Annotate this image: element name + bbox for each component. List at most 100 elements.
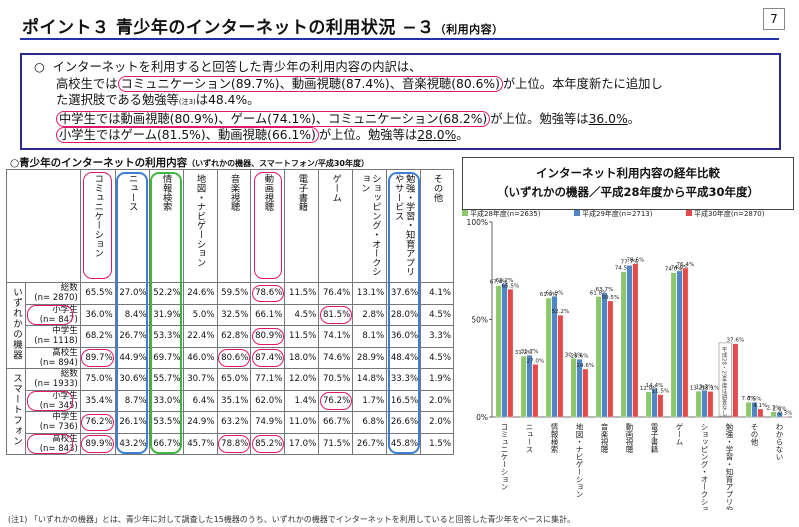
bar xyxy=(570,358,577,418)
table-row: 小学生 (n= 345) 35.4% 8.7% 33.0% 6.4% 35.1% 62.0% 1… xyxy=(7,389,454,412)
x-tick-label: ゲーム xyxy=(675,423,684,446)
table-cell: 30.7% xyxy=(182,368,218,391)
table-cell: 66.7% xyxy=(148,432,184,455)
bar xyxy=(657,394,664,418)
annotation-box xyxy=(718,342,732,417)
data-label: 4.1% xyxy=(753,403,767,409)
table-cell: 4.1% xyxy=(420,282,454,305)
table-cell: 24.6% xyxy=(182,282,218,305)
y-tick-label: 50% xyxy=(471,316,488,325)
table-cell: 74.9% xyxy=(250,411,286,434)
data-label: 13.2% xyxy=(690,385,708,391)
data-label: 30.1% xyxy=(565,352,583,358)
bar xyxy=(676,270,683,418)
data-label: 74.5% xyxy=(615,266,633,272)
column-header: 音楽視聴 xyxy=(216,169,252,283)
row-label: 小学生 (n= 847) xyxy=(25,303,81,326)
bar xyxy=(576,359,583,418)
data-label: 68.2% xyxy=(496,278,514,284)
table-cell: 89.9% xyxy=(79,432,116,455)
table-cell: 18.0% xyxy=(284,346,320,369)
table-row: スマートフォン 総数 (n= 1933) 75.0% 30.6% 55.7% 30.7% 65… xyxy=(6,368,454,455)
table-cell: 14.8% xyxy=(352,368,388,391)
usage-table: コミュニケーション ニュース 情報検索 地図・ナビゲーション 音楽視聴 動画視聴 電子書籍ゲ… xyxy=(6,169,454,455)
table-cell: 45.7% xyxy=(182,432,218,455)
data-label: 12.9% xyxy=(640,386,658,392)
data-label: 61.9% xyxy=(546,290,564,296)
data-label: 63.7% xyxy=(596,287,614,293)
bar xyxy=(632,263,639,418)
table-cell: 35.1% xyxy=(216,389,252,412)
table-cell: 80.6% xyxy=(216,346,252,369)
table-row: 中学生 (n= 736) 76.2% 26.1% 53.5% 24.9% 63.2% 74.9… xyxy=(7,411,454,434)
table-row: 小学生 (n= 847) 36.0% 8.4% 31.9% 5.0% 32.5% 66.1% 4… xyxy=(7,303,454,326)
bar xyxy=(707,391,714,418)
footnote: (注1) 「いずれかの機器」とは、青少年に対して調査した15機器のうち、いずれか… xyxy=(8,515,576,524)
bar xyxy=(545,297,552,418)
summary-line-3: た選択肢である勉強等(注3)は48.4%。 xyxy=(56,93,260,107)
data-label: 67.4% xyxy=(490,280,508,286)
table-cell: 37.6% xyxy=(386,282,422,305)
data-label: 77.7% xyxy=(621,259,639,265)
table-cell: 1.5% xyxy=(420,432,454,455)
summary-box: ○ インターネットを利用すると回答した青少年の利用内容の内訳は、 高校生では コミ… xyxy=(20,53,781,150)
column-header: ニュース xyxy=(114,169,150,283)
chart-subtitle: （いずれかの機器／平成28年度から平成30年度） xyxy=(496,185,759,199)
highlight-high-school: コミュニケーション(89.7%)、動画視聴(87.4%)、音楽視聴(80.6%) xyxy=(117,75,503,92)
bar xyxy=(670,272,677,418)
table-cell: 52.2% xyxy=(148,282,184,305)
bar xyxy=(551,296,558,418)
x-tick-label: ニュース xyxy=(525,423,534,453)
table-cell: 35.4% xyxy=(79,389,116,412)
bar xyxy=(620,271,627,418)
table-cell: 89.7% xyxy=(79,346,116,369)
bar xyxy=(770,411,777,418)
row-label: 小学生 (n= 345) xyxy=(25,389,81,412)
table-cell: 78.6% xyxy=(250,282,286,305)
data-label: 7.5% xyxy=(747,396,761,402)
bar xyxy=(757,408,764,418)
highlight-junior-high: 中学生では動画視聴(80.9%)、ゲーム(74.1%)、コミュニケーション(68… xyxy=(56,110,491,127)
table-cell: 81.5% xyxy=(318,303,354,326)
table-cell: 31.9% xyxy=(148,303,184,326)
column-header: 動画視聴 xyxy=(250,169,286,283)
table-cell: 76.2% xyxy=(318,389,354,412)
annotation-text: 平成28・29年度は調査なし xyxy=(721,347,728,416)
data-label: 7.6% xyxy=(741,396,755,402)
table-cell: 69.7% xyxy=(148,346,184,369)
table-cell: 6.4% xyxy=(182,389,218,412)
table-cell: 45.8% xyxy=(386,432,422,455)
data-label: 59.5% xyxy=(602,295,620,301)
legend-swatch xyxy=(686,210,692,216)
bar xyxy=(626,265,633,418)
x-tick-label: 地図・ナビゲーション xyxy=(575,422,584,498)
table-cell: 1.4% xyxy=(284,389,320,412)
column-header: 情報検索 xyxy=(148,169,184,283)
legend-swatch xyxy=(462,210,468,216)
bar xyxy=(751,402,758,418)
table-cell: 26.1% xyxy=(114,411,150,434)
data-label: 52.2% xyxy=(552,309,570,315)
bar xyxy=(695,391,702,418)
row-label: 中学生 (n= 736) xyxy=(25,411,81,434)
table-cell: 65.5% xyxy=(79,282,116,305)
table-cell: 65.0% xyxy=(216,368,252,391)
table-cell: 27.0% xyxy=(114,282,150,305)
table-row: 高校生 (n= 894) 89.7% 44.9% 69.7% 46.0% 80.6% 87.4… xyxy=(7,346,454,369)
data-label: 76.4% xyxy=(677,262,695,268)
table-cell: 5.0% xyxy=(182,303,218,326)
table-row: 高校生 (n= 843) 89.9% 43.2% 66.7% 45.7% 78.8% 85.2… xyxy=(7,432,454,455)
bar xyxy=(582,368,589,418)
table-cell: 8.4% xyxy=(114,303,150,326)
table-cell: 87.4% xyxy=(250,346,286,369)
table-cell: 4.5% xyxy=(420,346,454,369)
table-cell: 62.8% xyxy=(216,325,252,348)
table-cell: 13.1% xyxy=(352,282,388,305)
x-tick-label: 音楽視聴 xyxy=(600,422,609,455)
page-title: ポイント３ 青少年のインターネットの利用状況 −３（利用内容） xyxy=(22,18,504,38)
table-cell: 59.5% xyxy=(216,282,252,305)
column-header: その他 xyxy=(420,169,454,283)
table-cell: 80.9% xyxy=(250,325,286,348)
table-cell: 4.5% xyxy=(284,303,320,326)
x-tick-label: その他 xyxy=(750,423,759,447)
